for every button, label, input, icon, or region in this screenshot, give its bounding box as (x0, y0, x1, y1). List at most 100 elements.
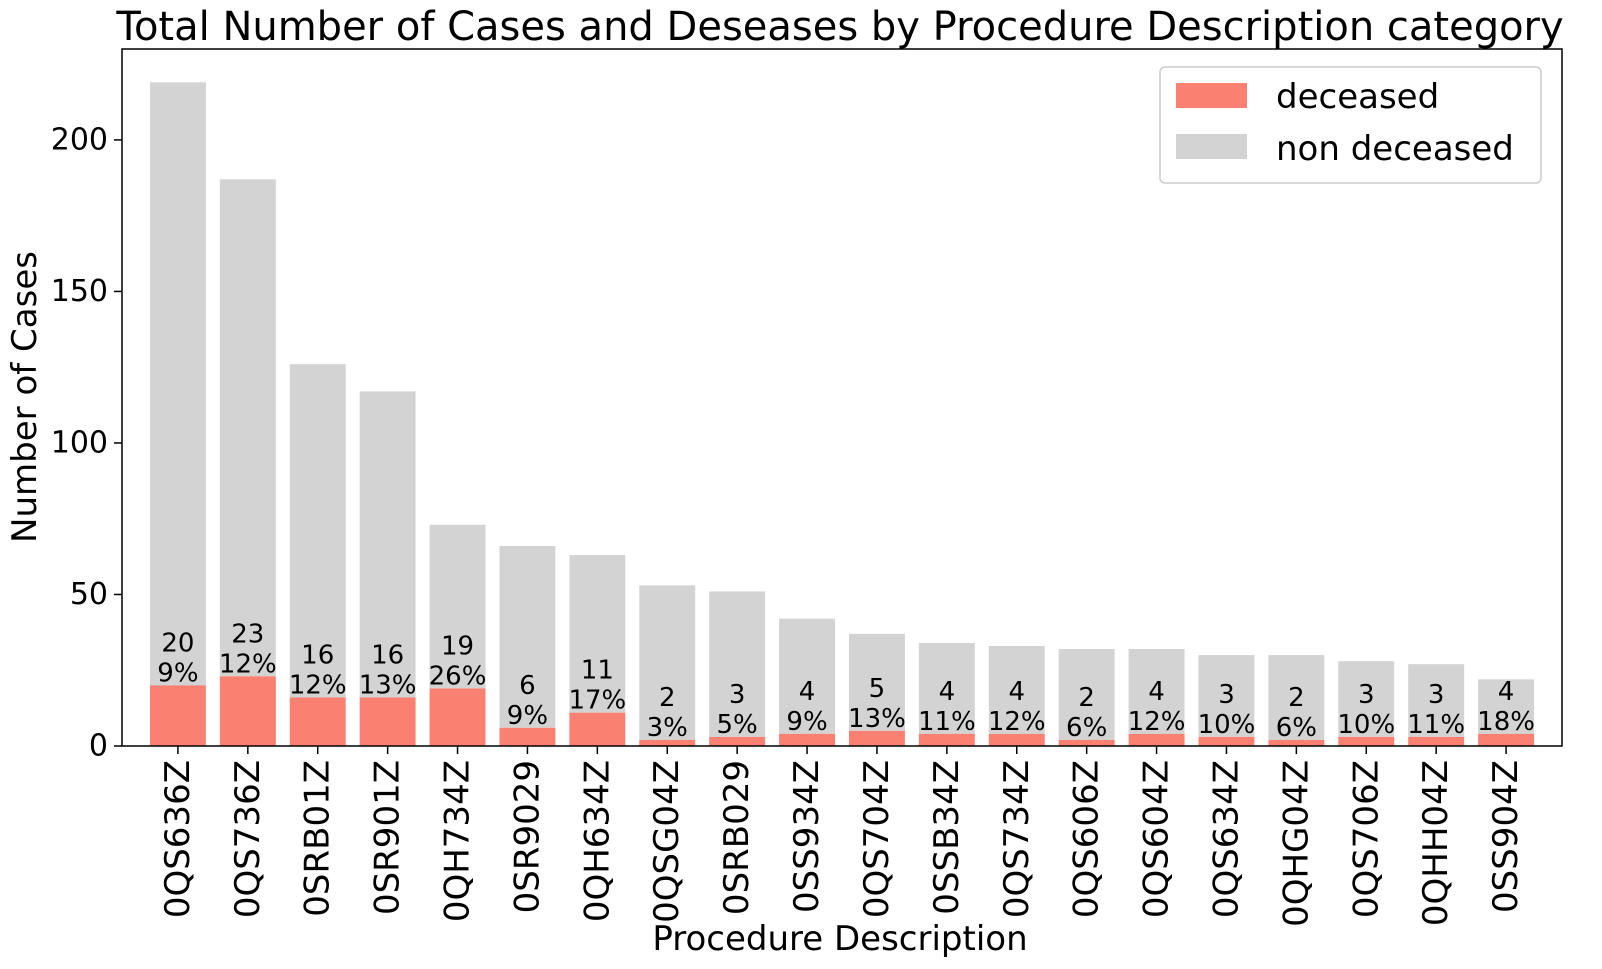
x-tick-label: 0SS934Z (787, 760, 827, 913)
data-label-percent: 6% (1276, 713, 1317, 743)
x-tick-label: 0QS604Z (1137, 760, 1177, 918)
data-label-count: 2 (1288, 683, 1305, 713)
x-tick-label: 0QHH04Z (1416, 760, 1456, 926)
data-label-count: 3 (1358, 680, 1375, 710)
data-label-count: 3 (1428, 680, 1445, 710)
x-tick-label: 0QS734Z (997, 760, 1037, 918)
bar-non-deceased (1478, 679, 1535, 734)
bar-non-deceased (848, 633, 905, 731)
x-axis-label: Procedure Description (652, 919, 1027, 959)
bar-non-deceased (918, 642, 975, 734)
bar-non-deceased (779, 618, 836, 734)
y-tick-label: 100 (51, 425, 108, 460)
bar-deceased (499, 727, 556, 746)
data-label-percent: 12% (1128, 707, 1186, 737)
bar-deceased (359, 697, 416, 746)
legend: deceased non deceased (1159, 66, 1542, 184)
data-label-count: 4 (1498, 677, 1515, 707)
data-label-count: 4 (799, 677, 816, 707)
x-tick-label: 0SSB34Z (927, 760, 967, 915)
legend-swatch-deceased (1176, 83, 1247, 108)
x-tick-label: 0SR9029 (507, 760, 547, 913)
y-tick-label: 200 (51, 122, 108, 157)
x-tick-label: 0QS736Z (228, 760, 268, 918)
data-label-percent: 12% (988, 707, 1046, 737)
bar-non-deceased (429, 524, 486, 689)
data-label-percent: 10% (1198, 710, 1256, 740)
data-label-count: 11 (581, 656, 614, 686)
legend-frame (1159, 66, 1542, 184)
plot-frame (121, 48, 1563, 747)
data-label-percent: 26% (429, 661, 487, 691)
bar-deceased (1478, 733, 1535, 746)
data-label-percent: 18% (1477, 707, 1535, 737)
x-tick-label: 0QS636Z (158, 760, 198, 918)
bar-non-deceased (1128, 649, 1185, 734)
bar-non-deceased (709, 591, 766, 737)
bar-non-deceased (1198, 655, 1255, 737)
bar-non-deceased (1408, 664, 1465, 737)
bar-non-deceased (499, 545, 556, 728)
y-tick-label: 50 (70, 577, 108, 612)
x-tick-label: 0QS704Z (857, 760, 897, 918)
data-label-count: 20 (161, 628, 194, 658)
bar-deceased (639, 739, 696, 746)
bar-deceased (289, 697, 346, 746)
data-label-count: 4 (939, 677, 956, 707)
bar-deceased (1058, 739, 1115, 746)
bar-deceased (709, 736, 766, 746)
y-tick-label: 0 (89, 729, 108, 764)
legend-swatch-non-deceased (1176, 134, 1247, 159)
bar-deceased (1268, 739, 1325, 746)
data-label-percent: 5% (717, 710, 758, 740)
data-label-count: 4 (1008, 677, 1025, 707)
data-label-percent: 9% (786, 707, 827, 737)
data-label-count: 2 (1078, 683, 1095, 713)
data-label-count: 5 (869, 674, 886, 704)
data-label-percent: 11% (918, 707, 976, 737)
data-label-percent: 9% (507, 701, 548, 731)
x-tick-label: 0SR901Z (368, 760, 408, 915)
data-label-count: 16 (371, 641, 404, 671)
x-tick-label: 0QHG04Z (1276, 760, 1316, 927)
x-tick-label: 0SRB01Z (298, 760, 338, 917)
data-label-count: 6 (519, 671, 536, 701)
legend-label-deceased: deceased (1276, 77, 1439, 117)
data-label-count: 3 (729, 680, 746, 710)
bar-non-deceased (639, 585, 696, 740)
chart-title: Total Number of Cases and Deseases by Pr… (115, 4, 1563, 50)
y-axis-label: Number of Cases (5, 251, 45, 543)
data-label-count: 16 (301, 641, 334, 671)
data-label-percent: 11% (1407, 710, 1465, 740)
bar-non-deceased (149, 82, 206, 686)
y-tick-label: 150 (51, 274, 108, 309)
bar-non-deceased (289, 364, 346, 698)
data-label-percent: 13% (359, 671, 417, 701)
bar-deceased (429, 688, 486, 746)
bar-deceased (149, 685, 206, 746)
bar-deceased (779, 733, 836, 746)
x-tick-label: 0QH634Z (577, 760, 617, 922)
bar-deceased (1128, 733, 1185, 746)
data-label-count: 3 (1218, 680, 1235, 710)
axes: 0QS636Z 0QS736Z 0SRB01Z 0SR901Z 0QH734Z 0SR90… (51, 48, 1563, 927)
bar-non-deceased (1058, 649, 1115, 740)
bar-deceased (848, 730, 905, 746)
data-label-count: 4 (1148, 677, 1165, 707)
legend-label-non-deceased: non deceased (1276, 129, 1514, 169)
x-tick-label: 0QSG04Z (647, 760, 687, 923)
data-label-percent: 3% (647, 713, 688, 743)
bar-deceased (1408, 736, 1465, 746)
bar-non-deceased (569, 555, 626, 713)
data-label-percent: 12% (289, 671, 347, 701)
bar-non-deceased (1338, 661, 1395, 737)
x-tick-label: 0SS904Z (1486, 760, 1526, 913)
x-tick-label: 0QH734Z (438, 760, 478, 922)
bar-non-deceased (988, 645, 1045, 734)
data-label-percent: 6% (1066, 713, 1107, 743)
x-tick-label: 0SRB029 (717, 760, 757, 915)
bar-deceased (569, 712, 626, 746)
